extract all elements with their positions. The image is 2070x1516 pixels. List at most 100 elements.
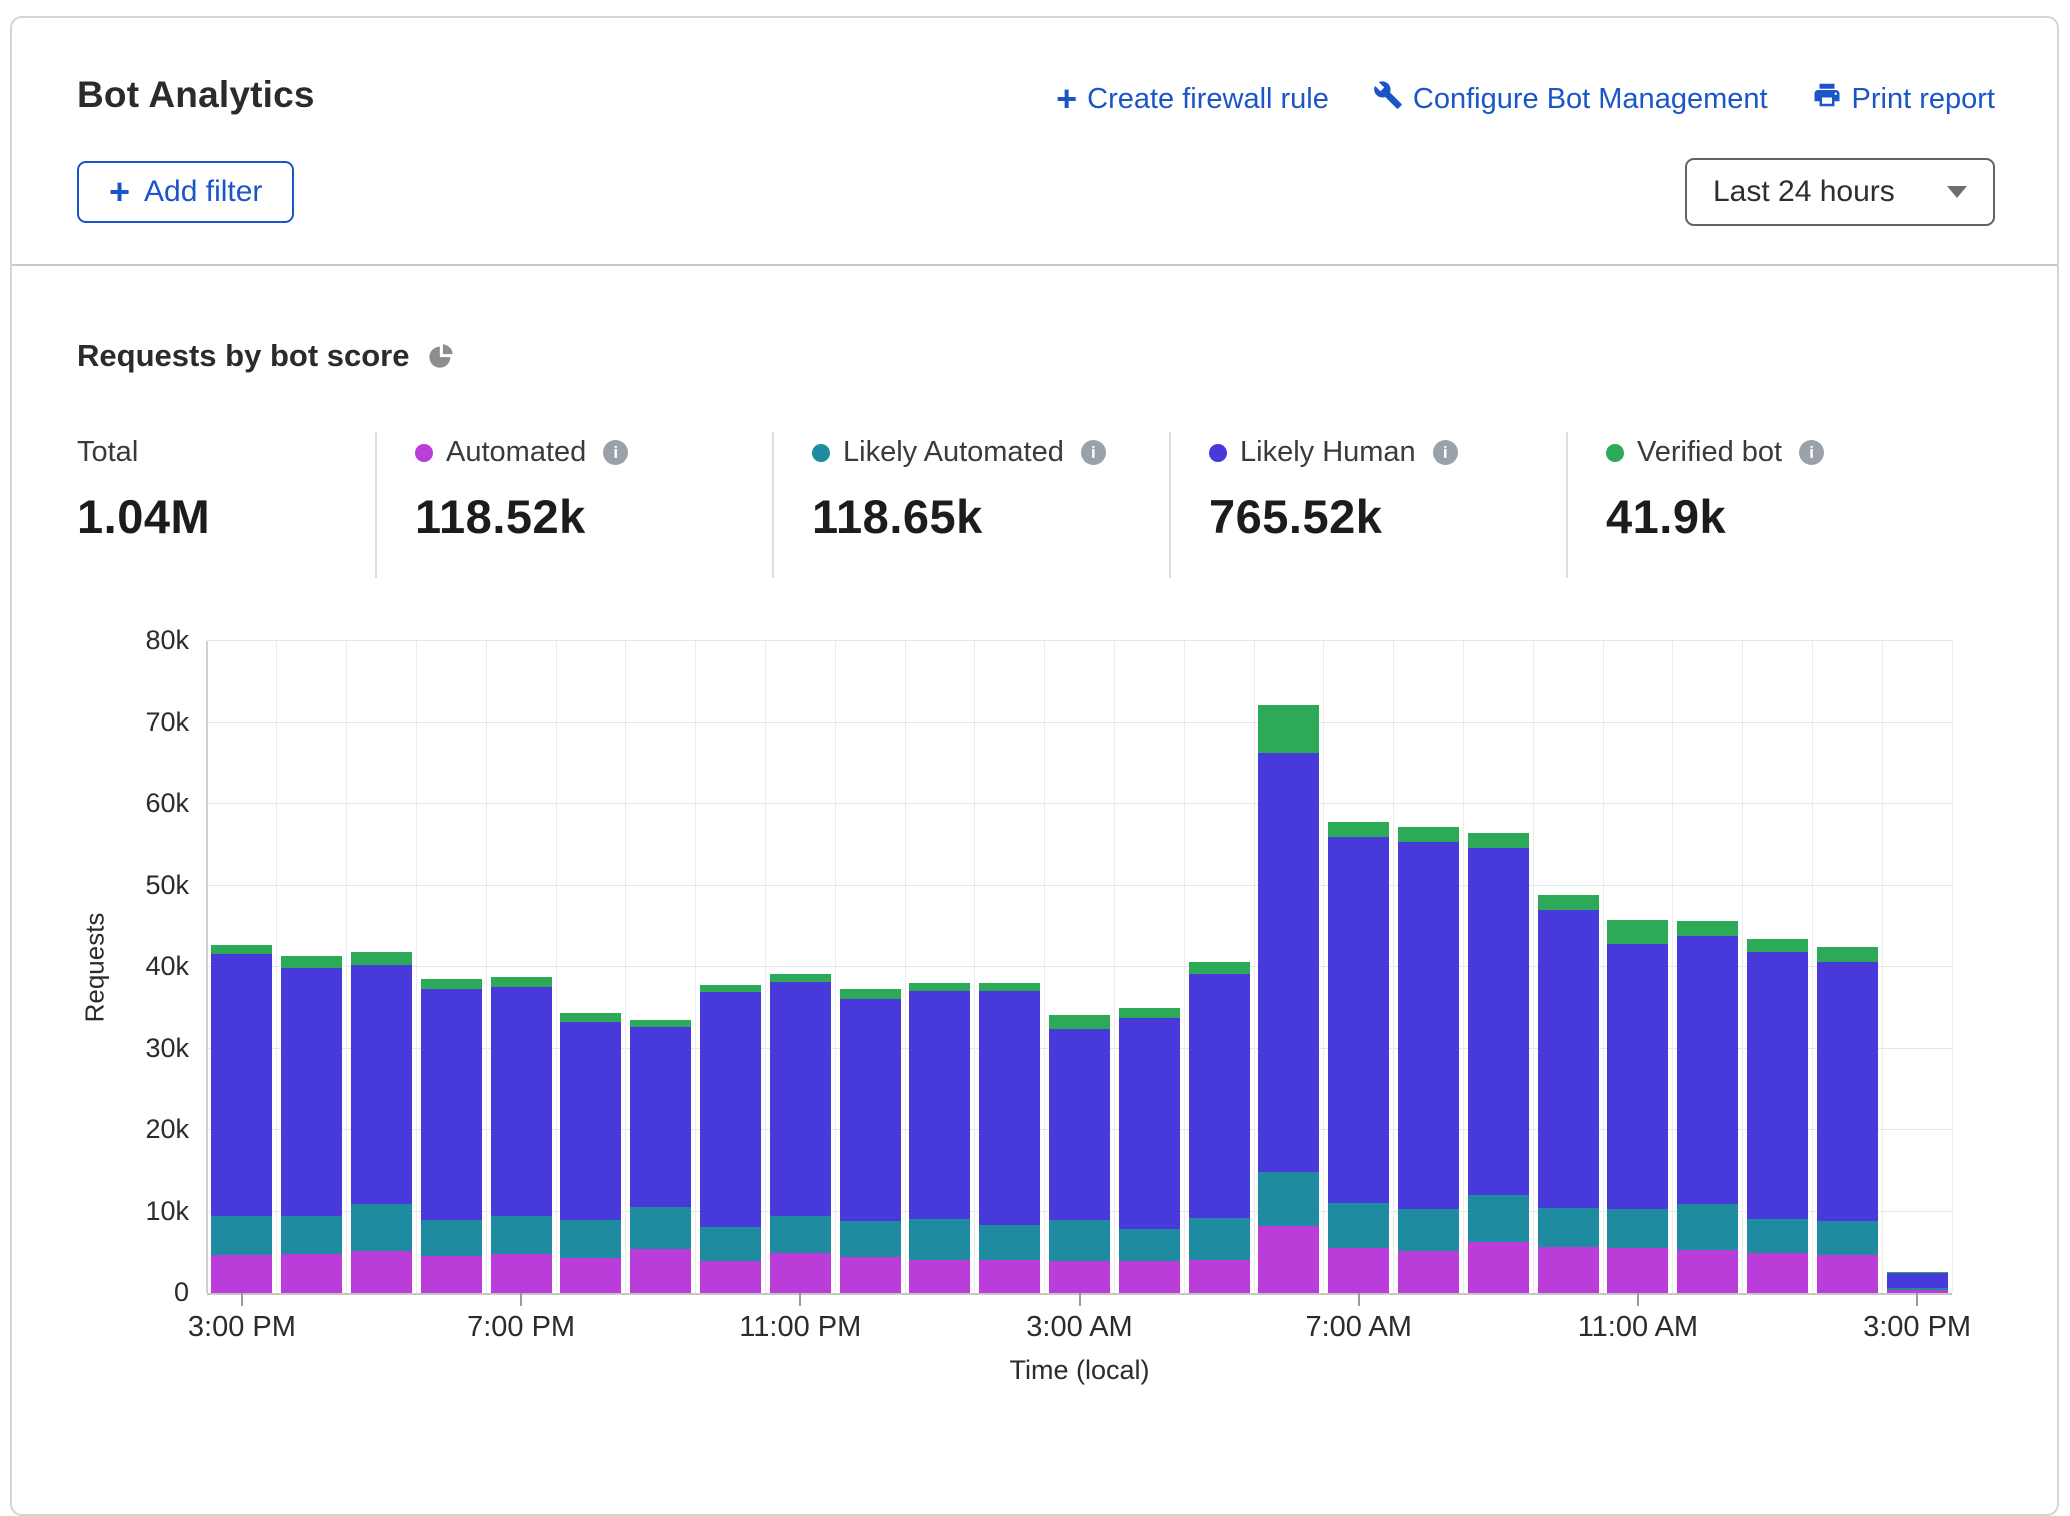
bar-segment-likely-human[interactable] xyxy=(491,987,552,1216)
bar-segment-verified-bot[interactable] xyxy=(281,956,342,967)
bar-segment-automated[interactable] xyxy=(281,1254,342,1293)
bar-segment-verified-bot[interactable] xyxy=(1747,939,1808,953)
bar-segment-automated[interactable] xyxy=(560,1258,621,1293)
bar-segment-likely-human[interactable] xyxy=(560,1022,621,1220)
bar-segment-likely-human[interactable] xyxy=(1049,1029,1110,1221)
bar-segment-likely-automated[interactable] xyxy=(1468,1195,1529,1241)
bar-segment-verified-bot[interactable] xyxy=(421,979,482,989)
bar-segment-automated[interactable] xyxy=(1398,1251,1459,1293)
bar-segment-verified-bot[interactable] xyxy=(770,974,831,982)
bar-segment-likely-human[interactable] xyxy=(1817,962,1878,1221)
bar-segment-likely-automated[interactable] xyxy=(281,1216,342,1254)
bar-segment-verified-bot[interactable] xyxy=(1258,705,1319,753)
bar-segment-automated[interactable] xyxy=(979,1260,1040,1293)
bar-segment-likely-human[interactable] xyxy=(630,1027,691,1207)
bar-segment-automated[interactable] xyxy=(421,1256,482,1293)
bar-segment-verified-bot[interactable] xyxy=(1398,827,1459,842)
bar-segment-automated[interactable] xyxy=(1328,1248,1389,1293)
stat-automated[interactable]: Automated i 118.52k xyxy=(375,432,772,578)
bar-segment-automated[interactable] xyxy=(1468,1242,1529,1293)
bar-segment-automated[interactable] xyxy=(1607,1248,1668,1293)
stat-likely-automated[interactable]: Likely Automated i 118.65k xyxy=(772,432,1169,578)
bar-segment-likely-automated[interactable] xyxy=(421,1220,482,1257)
bar-segment-automated[interactable] xyxy=(211,1255,272,1293)
bar-segment-likely-human[interactable] xyxy=(840,999,901,1221)
bar-segment-likely-human[interactable] xyxy=(700,992,761,1227)
bar-segment-verified-bot[interactable] xyxy=(1049,1015,1110,1029)
bar-segment-likely-automated[interactable] xyxy=(1538,1208,1599,1246)
bar-segment-likely-automated[interactable] xyxy=(1887,1288,1948,1290)
bar-segment-likely-automated[interactable] xyxy=(1398,1209,1459,1251)
stat-verified-bot[interactable]: Verified bot i 41.9k xyxy=(1566,432,1963,578)
bar-segment-verified-bot[interactable] xyxy=(1677,921,1738,936)
bar-segment-likely-human[interactable] xyxy=(770,982,831,1217)
bar-segment-likely-automated[interactable] xyxy=(770,1216,831,1253)
bar-segment-automated[interactable] xyxy=(1817,1255,1878,1293)
bar-segment-automated[interactable] xyxy=(700,1261,761,1293)
bar-segment-likely-human[interactable] xyxy=(1119,1018,1180,1229)
bar-segment-likely-human[interactable] xyxy=(1258,753,1319,1172)
bar-segment-verified-bot[interactable] xyxy=(1119,1008,1180,1018)
bar-segment-likely-automated[interactable] xyxy=(1607,1209,1668,1248)
bar-segment-verified-bot[interactable] xyxy=(1189,962,1250,973)
bar-segment-likely-human[interactable] xyxy=(1538,910,1599,1208)
bar-segment-likely-automated[interactable] xyxy=(1328,1203,1389,1249)
bar-segment-likely-automated[interactable] xyxy=(1817,1221,1878,1254)
bar-segment-automated[interactable] xyxy=(1747,1253,1808,1293)
bar-segment-verified-bot[interactable] xyxy=(1468,833,1529,848)
bar-segment-likely-automated[interactable] xyxy=(979,1225,1040,1260)
bar-segment-likely-human[interactable] xyxy=(281,968,342,1216)
bar-segment-likely-human[interactable] xyxy=(1607,944,1668,1209)
bar-segment-likely-human[interactable] xyxy=(351,965,412,1205)
bar-segment-likely-human[interactable] xyxy=(1189,974,1250,1219)
bar-segment-likely-automated[interactable] xyxy=(211,1216,272,1254)
time-range-select[interactable]: Last 24 hours xyxy=(1685,158,1995,226)
info-icon[interactable]: i xyxy=(603,440,628,465)
bar-segment-likely-human[interactable] xyxy=(1747,952,1808,1219)
bar-segment-verified-bot[interactable] xyxy=(979,983,1040,991)
bar-segment-likely-automated[interactable] xyxy=(1677,1204,1738,1250)
bar-segment-verified-bot[interactable] xyxy=(630,1020,691,1027)
bar-segment-likely-human[interactable] xyxy=(1328,837,1389,1203)
bar-segment-likely-automated[interactable] xyxy=(1258,1172,1319,1227)
bar-segment-likely-automated[interactable] xyxy=(1119,1229,1180,1262)
bar-segment-likely-human[interactable] xyxy=(211,954,272,1216)
bar-segment-likely-automated[interactable] xyxy=(1049,1220,1110,1261)
bar-segment-verified-bot[interactable] xyxy=(1817,947,1878,962)
print-report-link[interactable]: Print report xyxy=(1812,80,1995,118)
bar-segment-likely-human[interactable] xyxy=(421,989,482,1220)
bar-segment-likely-automated[interactable] xyxy=(1189,1218,1250,1260)
bar-segment-likely-automated[interactable] xyxy=(351,1204,412,1251)
create-firewall-rule-link[interactable]: + Create firewall rule xyxy=(1056,83,1329,116)
bar-segment-automated[interactable] xyxy=(909,1260,970,1293)
info-icon[interactable]: i xyxy=(1799,440,1824,465)
bar-segment-automated[interactable] xyxy=(1677,1250,1738,1293)
bar-segment-likely-automated[interactable] xyxy=(630,1207,691,1249)
bar-segment-verified-bot[interactable] xyxy=(351,952,412,964)
bar-segment-automated[interactable] xyxy=(840,1257,901,1293)
bar-segment-likely-automated[interactable] xyxy=(1747,1219,1808,1253)
bar-segment-verified-bot[interactable] xyxy=(1607,920,1668,944)
bar-segment-automated[interactable] xyxy=(1189,1260,1250,1293)
add-filter-button[interactable]: + Add filter xyxy=(77,161,294,223)
bar-segment-automated[interactable] xyxy=(770,1253,831,1293)
bar-segment-automated[interactable] xyxy=(1049,1261,1110,1293)
bar-segment-verified-bot[interactable] xyxy=(909,983,970,991)
bar-segment-likely-automated[interactable] xyxy=(560,1220,621,1258)
bar-segment-automated[interactable] xyxy=(1538,1247,1599,1293)
configure-bot-management-link[interactable]: Configure Bot Management xyxy=(1373,80,1768,118)
bar-segment-verified-bot[interactable] xyxy=(211,945,272,954)
bar-segment-likely-human[interactable] xyxy=(1887,1273,1948,1288)
info-icon[interactable]: i xyxy=(1081,440,1106,465)
bar-segment-automated[interactable] xyxy=(630,1249,691,1293)
bar-segment-likely-automated[interactable] xyxy=(840,1221,901,1257)
bar-segment-verified-bot[interactable] xyxy=(1538,895,1599,910)
bar-segment-likely-automated[interactable] xyxy=(909,1219,970,1261)
bar-segment-automated[interactable] xyxy=(1258,1226,1319,1293)
bar-segment-likely-human[interactable] xyxy=(1677,936,1738,1204)
stat-likely-human[interactable]: Likely Human i 765.52k xyxy=(1169,432,1566,578)
bar-segment-likely-human[interactable] xyxy=(979,991,1040,1224)
bar-segment-automated[interactable] xyxy=(351,1251,412,1293)
bar-segment-verified-bot[interactable] xyxy=(840,989,901,999)
info-icon[interactable]: i xyxy=(1433,440,1458,465)
